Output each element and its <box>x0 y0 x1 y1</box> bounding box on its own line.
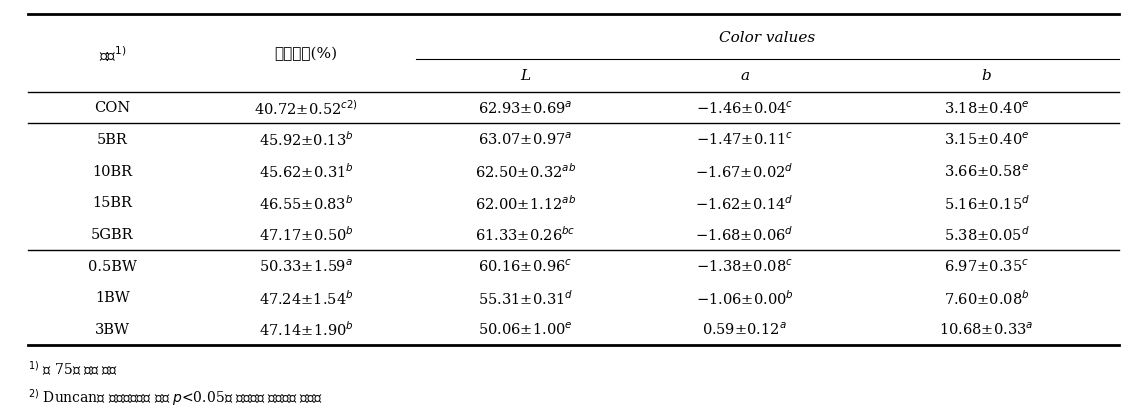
Text: 3.15±0.40$^{e}$: 3.15±0.40$^{e}$ <box>944 132 1029 148</box>
Text: 6.97±0.35$^{c}$: 6.97±0.35$^{c}$ <box>944 258 1029 274</box>
Text: 5GBR: 5GBR <box>91 228 134 241</box>
Text: 61.33±0.26$^{bc}$: 61.33±0.26$^{bc}$ <box>475 225 576 244</box>
Text: 45.92±0.13$^{b}$: 45.92±0.13$^{b}$ <box>259 130 353 149</box>
Text: 10.68±0.33$^{a}$: 10.68±0.33$^{a}$ <box>939 321 1034 337</box>
Text: 55.31±0.31$^{d}$: 55.31±0.31$^{d}$ <box>478 288 573 307</box>
Text: 0.59±0.12$^{a}$: 0.59±0.12$^{a}$ <box>702 321 787 337</box>
Text: $^{1)}$ 표 75의 약어 참조: $^{1)}$ 표 75의 약어 참조 <box>28 359 118 377</box>
Text: 50.33±1.59$^{a}$: 50.33±1.59$^{a}$ <box>259 258 353 274</box>
Text: CON: CON <box>94 101 131 115</box>
Text: 0.5BW: 0.5BW <box>87 259 137 273</box>
Text: 3.66±0.58$^{e}$: 3.66±0.58$^{e}$ <box>944 163 1029 179</box>
Text: 62.00±1.12$^{ab}$: 62.00±1.12$^{ab}$ <box>475 194 576 212</box>
Text: 3.18±0.40$^{e}$: 3.18±0.40$^{e}$ <box>944 100 1029 117</box>
Text: 7.60±0.08$^{b}$: 7.60±0.08$^{b}$ <box>944 288 1029 307</box>
Text: 45.62±0.31$^{b}$: 45.62±0.31$^{b}$ <box>259 162 353 181</box>
Text: 47.24±1.54$^{b}$: 47.24±1.54$^{b}$ <box>259 288 353 307</box>
Text: L: L <box>520 69 531 83</box>
Text: 46.55±0.83$^{b}$: 46.55±0.83$^{b}$ <box>259 194 353 212</box>
Text: 10BR: 10BR <box>92 164 133 178</box>
Text: 3BW: 3BW <box>95 322 130 336</box>
Text: $-$1.47±0.11$^{c}$: $-$1.47±0.11$^{c}$ <box>696 132 793 148</box>
Text: 50.06±1.00$^{e}$: 50.06±1.00$^{e}$ <box>478 321 573 337</box>
Text: b: b <box>982 69 992 83</box>
Text: 5.16±0.15$^{d}$: 5.16±0.15$^{d}$ <box>944 194 1029 212</box>
Text: $-$1.67±0.02$^{d}$: $-$1.67±0.02$^{d}$ <box>695 162 794 181</box>
Text: 47.17±0.50$^{b}$: 47.17±0.50$^{b}$ <box>259 225 353 244</box>
Text: $-$1.68±0.06$^{d}$: $-$1.68±0.06$^{d}$ <box>695 225 794 244</box>
Text: Color values: Color values <box>719 30 816 45</box>
Text: 5BR: 5BR <box>97 133 128 147</box>
Text: 1BW: 1BW <box>95 290 130 305</box>
Text: $-$1.38±0.08$^{c}$: $-$1.38±0.08$^{c}$ <box>696 258 793 274</box>
Text: 5.38±0.05$^{d}$: 5.38±0.05$^{d}$ <box>944 225 1029 244</box>
Text: 62.50±0.32$^{ab}$: 62.50±0.32$^{ab}$ <box>475 162 576 181</box>
Text: $-$1.62±0.14$^{d}$: $-$1.62±0.14$^{d}$ <box>695 194 794 212</box>
Text: 15BR: 15BR <box>92 196 133 210</box>
Text: 60.16±0.96$^{c}$: 60.16±0.96$^{c}$ <box>478 258 573 274</box>
Text: $-$1.06±0.00$^{b}$: $-$1.06±0.00$^{b}$ <box>695 288 794 307</box>
Text: $^{2)}$ Duncan의 다중범위검정 결과 $p$<0.05의 범위에서 유의차를 나타냄: $^{2)}$ Duncan의 다중범위검정 결과 $p$<0.05의 범위에서… <box>28 386 324 405</box>
Text: 47.14±1.90$^{b}$: 47.14±1.90$^{b}$ <box>259 320 353 339</box>
Text: 40.72±0.52$^{c2)}$: 40.72±0.52$^{c2)}$ <box>254 99 358 117</box>
Text: a: a <box>740 69 750 83</box>
Text: $-$1.46±0.04$^{c}$: $-$1.46±0.04$^{c}$ <box>696 100 793 117</box>
Text: 수분함량(%): 수분함량(%) <box>275 47 337 61</box>
Text: 62.93±0.69$^{a}$: 62.93±0.69$^{a}$ <box>478 100 573 117</box>
Text: 63.07±0.97$^{a}$: 63.07±0.97$^{a}$ <box>478 132 573 148</box>
Text: 시료$^{1)}$: 시료$^{1)}$ <box>99 44 126 64</box>
